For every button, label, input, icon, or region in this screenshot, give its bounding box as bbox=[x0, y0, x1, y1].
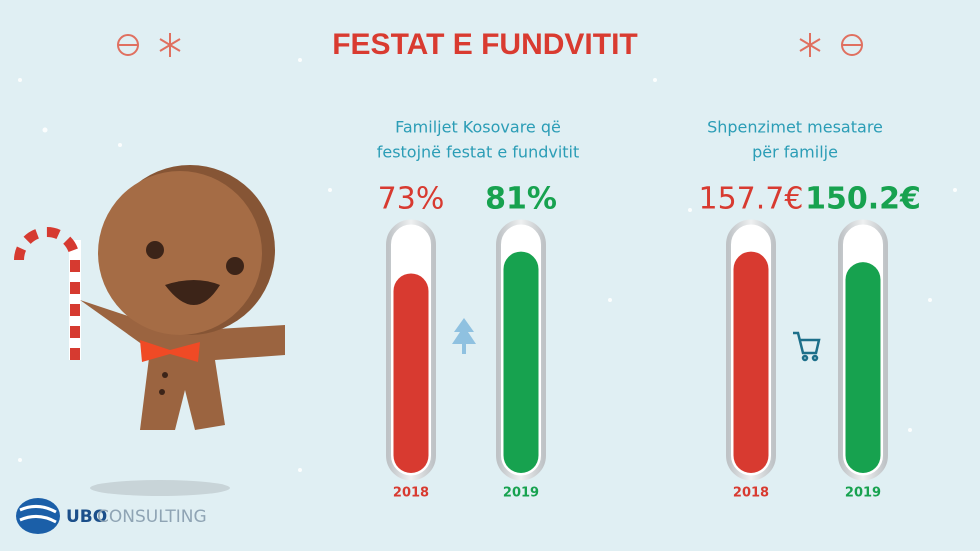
category-label: 2019 bbox=[503, 486, 539, 501]
category-label: 2018 bbox=[733, 486, 769, 501]
category-label: 2018 bbox=[393, 486, 429, 501]
chart-subtitle: festojnë festat e fundvitit bbox=[377, 143, 580, 162]
logo: UBO CONSULTING bbox=[16, 498, 207, 534]
bar bbox=[845, 262, 881, 473]
cart-icon bbox=[793, 331, 821, 362]
title: FESTAT E FUNDVITIT bbox=[332, 28, 638, 61]
brand-suffix: CONSULTING bbox=[97, 507, 207, 527]
value-label: 150.2€ bbox=[805, 182, 921, 217]
value-label: 73% bbox=[378, 182, 445, 217]
bar bbox=[393, 273, 429, 473]
tree-icon bbox=[452, 318, 476, 354]
category-label: 2019 bbox=[845, 486, 881, 501]
bar bbox=[503, 251, 539, 473]
gingerbread bbox=[14, 165, 285, 496]
chart-subtitle: për familje bbox=[752, 143, 838, 162]
chart-subtitle: Shpenzimet mesatare bbox=[707, 118, 883, 137]
value-label: 81% bbox=[485, 182, 557, 217]
chart-subtitle: Familjet Kosovare që bbox=[395, 118, 561, 137]
brand-name: UBO bbox=[66, 507, 107, 527]
bar bbox=[733, 251, 769, 473]
ornaments bbox=[117, 33, 863, 57]
value-label: 157.7€ bbox=[699, 182, 804, 217]
